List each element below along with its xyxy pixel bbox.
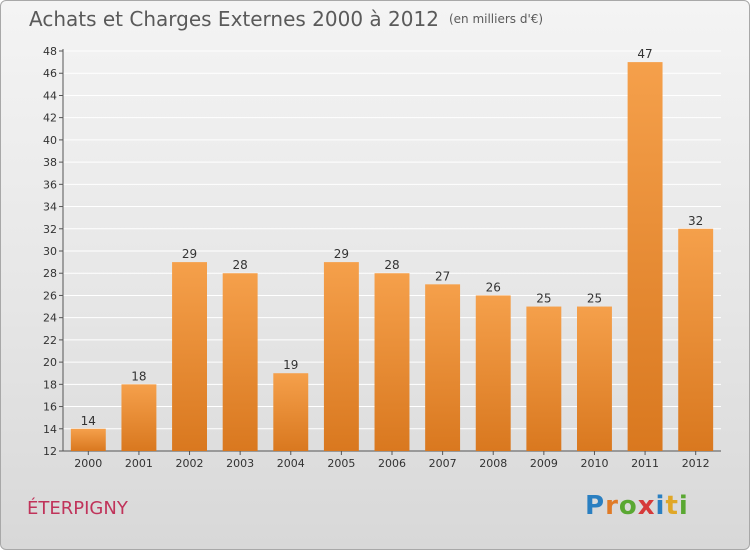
bar-2005 xyxy=(323,262,359,451)
bar-2004 xyxy=(273,373,309,451)
data-label-2000: 14 xyxy=(81,414,96,428)
x-tick-label-2003: 2003 xyxy=(226,457,254,470)
bar-2007 xyxy=(425,284,461,451)
data-label-2012: 32 xyxy=(688,214,703,228)
bar-2003 xyxy=(222,273,258,451)
x-tick-label-2002: 2002 xyxy=(176,457,204,470)
chart-unit: (en milliers d'€) xyxy=(448,12,544,26)
y-tick-label: 40 xyxy=(43,134,57,147)
bar-2000 xyxy=(70,428,106,451)
data-label-2007: 27 xyxy=(435,269,450,283)
y-tick-label: 44 xyxy=(43,89,57,102)
bar-2001 xyxy=(121,384,157,451)
y-tick-label: 16 xyxy=(43,401,57,414)
y-tick-label: 26 xyxy=(43,289,57,302)
bar-2006 xyxy=(374,273,410,451)
commune-name: ÉTERPIGNY xyxy=(27,498,128,519)
bar-2009 xyxy=(526,306,562,451)
data-label-2010: 25 xyxy=(587,292,602,306)
y-tick-label: 22 xyxy=(43,334,57,347)
bar-2011 xyxy=(627,62,663,451)
axes: 12 14 16 18 20 22 24 26 28 30 32 34 36 38 40 42 44 46 48 20… xyxy=(43,45,721,470)
bar-2002 xyxy=(172,262,208,451)
y-tick-label: 48 xyxy=(43,45,57,58)
x-tick-label-2000: 2000 xyxy=(74,457,102,470)
bar-2010 xyxy=(576,306,612,451)
x-tick-label-2008: 2008 xyxy=(479,457,507,470)
y-tick-label: 30 xyxy=(43,245,57,258)
bars xyxy=(70,62,714,451)
data-label-2001: 18 xyxy=(131,369,146,383)
x-tick-label-2012: 2012 xyxy=(682,457,710,470)
y-tick-label: 36 xyxy=(43,178,57,191)
x-tick-label-2010: 2010 xyxy=(580,457,608,470)
x-tick-label-2007: 2007 xyxy=(429,457,457,470)
x-tick-label-2005: 2005 xyxy=(327,457,355,470)
y-tick-label: 12 xyxy=(43,445,57,458)
y-tick-label: 24 xyxy=(43,312,57,325)
y-tick-label: 38 xyxy=(43,156,57,169)
data-label-2009: 25 xyxy=(536,292,551,306)
x-tick-label-2004: 2004 xyxy=(277,457,305,470)
data-labels: 14 18 29 28 19 29 28 27 26 25 25 47 32 xyxy=(81,47,704,428)
data-label-2005: 29 xyxy=(334,247,349,261)
bar-2008 xyxy=(475,295,511,451)
y-tick-label: 18 xyxy=(43,378,57,391)
y-tick-label: 32 xyxy=(43,223,57,236)
proxiti-logo[interactable]: Proxiti xyxy=(585,491,689,521)
y-tick-label: 28 xyxy=(43,267,57,280)
y-tick-label: 34 xyxy=(43,201,57,214)
data-label-2011: 47 xyxy=(637,47,652,61)
data-label-2004: 19 xyxy=(283,358,298,372)
chart-title-text: Achats et Charges Externes 2000 à 2012 xyxy=(29,7,439,31)
data-label-2002: 29 xyxy=(182,247,197,261)
x-tick-label-2001: 2001 xyxy=(125,457,153,470)
y-tick-label: 20 xyxy=(43,356,57,369)
x-tick-label-2011: 2011 xyxy=(631,457,659,470)
x-tick-label-2009: 2009 xyxy=(530,457,558,470)
x-tick-label-2006: 2006 xyxy=(378,457,406,470)
y-tick-label: 42 xyxy=(43,112,57,125)
data-label-2003: 28 xyxy=(233,258,248,272)
chart-title: Achats et Charges Externes 2000 à 2012 (e… xyxy=(29,7,543,31)
data-label-2006: 28 xyxy=(384,258,399,272)
bar-2012 xyxy=(678,228,714,451)
y-tick-label: 14 xyxy=(43,423,57,436)
y-tick-label: 46 xyxy=(43,67,57,80)
data-label-2008: 26 xyxy=(486,280,501,294)
